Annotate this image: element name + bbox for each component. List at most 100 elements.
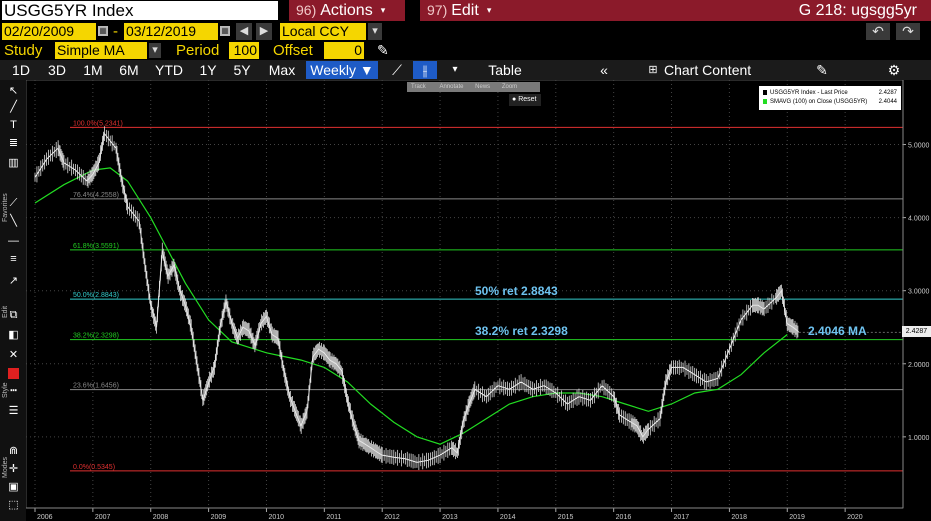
trend-tool-icon[interactable]: ⟋ <box>9 197 18 209</box>
x-tick-label: 2019 <box>789 514 805 521</box>
edit-label: Edit <box>451 2 479 19</box>
fib-level-label: 23.6%(1.6456) <box>73 383 119 390</box>
legend-swatch-ma <box>763 98 767 104</box>
edit-chart-icon[interactable]: ✎ <box>816 62 828 78</box>
currency-dropdown-icon[interactable]: ▾ <box>368 23 382 40</box>
x-tick-label: 2006 <box>37 514 53 521</box>
chevron-down-icon: ▾ <box>486 5 492 16</box>
period-ytd[interactable]: YTD <box>155 62 183 78</box>
calendar-icon[interactable]: ▦ <box>220 26 230 36</box>
study-select[interactable]: Simple MA <box>55 42 147 59</box>
lock-icon[interactable]: ▣ <box>8 481 19 493</box>
moving-average-line <box>34 167 788 445</box>
line-weight-icon[interactable]: ☰ <box>8 405 19 417</box>
chart-zoom-tools: Track Annotate News Zoom <box>407 82 540 92</box>
parallel-lines-icon[interactable]: ≡ <box>10 253 17 265</box>
text-tool-icon[interactable]: T <box>10 119 17 131</box>
crosshair-icon[interactable]: ✛ <box>8 463 19 475</box>
legend-name-ma: SMAVG (100) on Close (USGG5YR) <box>770 99 868 105</box>
price-chart[interactable]: 100.0%(5.2341) 76.4%(4.2558) 61.8%(3.5591)… <box>26 80 931 521</box>
price-series <box>34 126 903 471</box>
track-tool[interactable]: Track <box>411 84 426 90</box>
arrow-tool-icon[interactable]: ↗ <box>8 275 19 287</box>
chevron-down-icon: ▼ <box>359 62 374 78</box>
ticker-field[interactable]: USGG5YR Index <box>2 1 278 20</box>
y-tick-label: 4.0000 <box>908 216 930 223</box>
offset-label: Offset <box>273 42 313 59</box>
study-bar: Study Simple MA ▾ Period 100 Offset 0 ✎ <box>0 41 931 60</box>
line-tool-icon[interactable]: ╱ <box>10 101 17 113</box>
x-tick-label: 2018 <box>731 514 747 521</box>
fib-level-label: 38.2%(2.3298) <box>73 333 119 340</box>
fib-level-label: 0.0%(0.5345) <box>73 464 115 471</box>
actions-menu[interactable]: 96) Actions ▾ <box>289 0 405 21</box>
period-toolbar: 1D 3D 1M 6M YTD 1Y 5Y Max Weekly ▼ ⟋ ⫲ ▾… <box>0 60 931 80</box>
start-date-field[interactable]: 02/20/2009 <box>2 23 96 40</box>
chart-content-icon: ⊞ <box>648 64 658 76</box>
frequency-select[interactable]: Weekly ▼ <box>306 61 378 79</box>
callout-50-retracement: 50% ret 2.8843 <box>475 284 558 298</box>
calendar-icon[interactable]: ▦ <box>98 26 108 36</box>
y-tick-label: 5.0000 <box>908 143 930 150</box>
period-max[interactable]: Max <box>268 62 296 78</box>
period-6m[interactable]: 6M <box>119 62 139 78</box>
date-range-bar: 02/20/2009 ▦ - 03/12/2019 ▦ ◀ ▶ Local CC… <box>0 22 931 41</box>
period-3d[interactable]: 3D <box>48 62 66 78</box>
actions-number: 96) <box>296 2 317 18</box>
table-button[interactable]: Table <box>488 62 522 78</box>
chart-type-dropdown-icon[interactable]: ▾ <box>452 64 458 75</box>
previous-period-button[interactable]: ◀ <box>236 23 252 40</box>
delete-icon[interactable]: ✕ <box>8 349 19 361</box>
end-date-field[interactable]: 03/12/2019 <box>124 23 218 40</box>
x-tick-label: 2014 <box>500 514 516 521</box>
x-tick-label: 2013 <box>442 514 458 521</box>
period-field[interactable]: 100 <box>229 42 259 59</box>
cursor-icon[interactable]: ↖ <box>8 85 19 97</box>
x-tick-label: 2009 <box>211 514 227 521</box>
study-dropdown-icon[interactable]: ▾ <box>149 43 161 58</box>
fibonacci-tool-icon[interactable]: ≣ <box>8 137 19 149</box>
line-chart-icon[interactable]: ⟋ <box>392 62 402 78</box>
color-swatch[interactable] <box>8 368 19 379</box>
drawing-toolbar: ↖ ╱ T ≣ ▥ Favorites ⟋ ╲ — ≡ ↗ Edit ⧉ ◧ ✕… <box>0 80 26 521</box>
x-tick-label: 2017 <box>674 514 690 521</box>
title-bar: USGG5YR Index 96) Actions ▾ 97) Edit ▾ G 218… <box>0 0 931 21</box>
next-period-button[interactable]: ▶ <box>256 23 272 40</box>
period-5y[interactable]: 5Y <box>233 62 251 78</box>
settings-gear-icon[interactable]: ⚙ <box>887 62 901 78</box>
legend-name-price: USGG5YR Index - Last Price <box>770 90 848 96</box>
x-tick-label: 2015 <box>558 514 574 521</box>
line-style-icon[interactable]: ┅ <box>10 385 17 397</box>
bar-chart-icon[interactable]: ⫲ <box>413 61 437 79</box>
fib-level-label: 50.0%(2.8843) <box>73 292 119 299</box>
horizontal-line-icon[interactable]: — <box>8 235 19 247</box>
date-separator: - <box>113 23 118 40</box>
currency-select[interactable]: Local CCY <box>280 23 366 40</box>
copy-icon[interactable]: ⧉ <box>9 309 18 321</box>
period-1d[interactable]: 1D <box>12 62 30 78</box>
chart-svg: 100.0%(5.2341) 76.4%(4.2558) 61.8%(3.5591)… <box>26 80 930 521</box>
pencil-icon[interactable]: ✎ <box>377 42 389 58</box>
chart-content-button[interactable]: Chart Content <box>664 62 752 78</box>
reset-label: Reset <box>518 96 537 103</box>
channel-tool-icon[interactable]: ▥ <box>8 157 19 169</box>
callout-38-retracement: 38.2% ret 2.3298 <box>475 324 568 338</box>
eraser-icon[interactable]: ◧ <box>8 329 19 341</box>
magnet-icon[interactable]: ⋒ <box>8 445 19 457</box>
ray-tool-icon[interactable]: ╲ <box>10 215 17 227</box>
plot-frame <box>26 80 904 509</box>
snap-icon[interactable]: ⬚ <box>8 499 19 511</box>
annotate-tool[interactable]: Annotate <box>439 84 464 90</box>
collapse-icon[interactable]: « <box>600 62 608 78</box>
period-label: Period <box>176 42 220 59</box>
redo-icon[interactable]: ↷ <box>896 23 920 40</box>
undo-icon[interactable]: ↶ <box>866 23 890 40</box>
reset-button[interactable]: ● Reset <box>509 94 541 106</box>
period-1y[interactable]: 1Y <box>199 62 217 78</box>
zoom-tool[interactable]: Zoom <box>501 84 518 90</box>
edit-menu[interactable]: 97) Edit ▾ <box>420 0 520 21</box>
news-tool[interactable]: News <box>475 84 491 90</box>
actions-label: Actions <box>320 2 373 19</box>
offset-field[interactable]: 0 <box>324 42 364 59</box>
period-1m[interactable]: 1M <box>83 62 103 78</box>
